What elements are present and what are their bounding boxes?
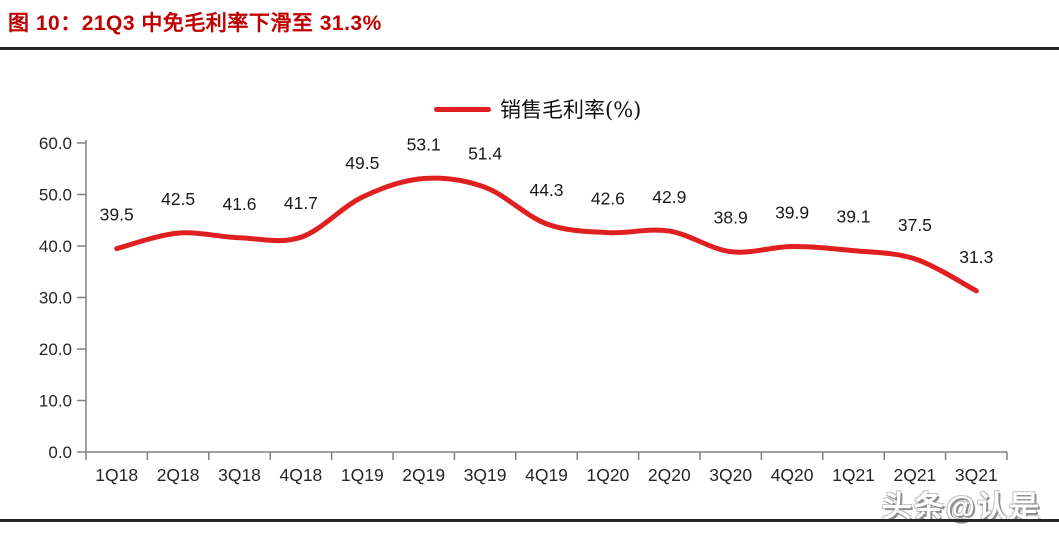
x-tick-label: 1Q19 — [341, 465, 384, 485]
data-label: 42.9 — [652, 187, 686, 207]
title-divider — [0, 47, 1059, 50]
x-tick-label: 3Q18 — [218, 465, 261, 485]
figure-title: 图 10：21Q3 中免毛利率下滑至 31.3% — [8, 12, 382, 35]
legend-series-label: 销售毛利率(%) — [500, 98, 642, 122]
data-label: 39.9 — [775, 203, 809, 223]
data-label: 39.1 — [836, 207, 870, 227]
data-label: 42.6 — [591, 189, 625, 209]
x-tick-label: 2Q19 — [402, 465, 445, 485]
series-line — [114, 175, 979, 294]
x-tick-label: 3Q19 — [464, 465, 507, 485]
x-tick-label: 3Q21 — [955, 465, 998, 485]
data-label: 44.3 — [529, 180, 563, 200]
y-tick-label: 60.0 — [39, 134, 72, 153]
data-label: 39.5 — [100, 205, 134, 225]
x-tick-label: 1Q21 — [832, 465, 875, 485]
x-tick-label: 2Q20 — [648, 465, 691, 485]
y-tick-label: 10.0 — [39, 392, 72, 411]
watermark-text: 头条@认是 — [881, 491, 1041, 524]
data-label: 53.1 — [407, 135, 441, 155]
data-label: 41.6 — [222, 194, 256, 214]
data-label: 37.5 — [898, 215, 932, 235]
x-tick-label: 1Q20 — [586, 465, 629, 485]
legend-line-swatch — [434, 106, 491, 112]
x-tick-label: 1Q18 — [95, 465, 138, 485]
chart-legend: 销售毛利率(%) — [434, 94, 641, 124]
x-tick-label: 2Q21 — [893, 465, 936, 485]
data-label: 31.3 — [959, 247, 993, 267]
x-tick-label: 4Q19 — [525, 465, 568, 485]
y-tick-label: 40.0 — [39, 237, 72, 256]
x-tick-label: 4Q20 — [771, 465, 814, 485]
data-label: 41.7 — [284, 193, 318, 213]
data-label: 42.5 — [161, 189, 195, 209]
y-tick-label: 30.0 — [39, 289, 72, 308]
y-tick-label: 50.0 — [39, 186, 72, 205]
data-label: 51.4 — [468, 143, 502, 163]
bottom-divider — [0, 519, 1059, 522]
x-tick-label: 2Q18 — [157, 465, 200, 485]
data-label: 49.5 — [345, 153, 379, 173]
x-tick-label: 4Q18 — [279, 465, 322, 485]
x-tick-label: 3Q20 — [709, 465, 752, 485]
y-tick-label: 0.0 — [48, 443, 72, 462]
data-label: 38.9 — [714, 208, 748, 228]
y-tick-label: 20.0 — [39, 340, 72, 359]
